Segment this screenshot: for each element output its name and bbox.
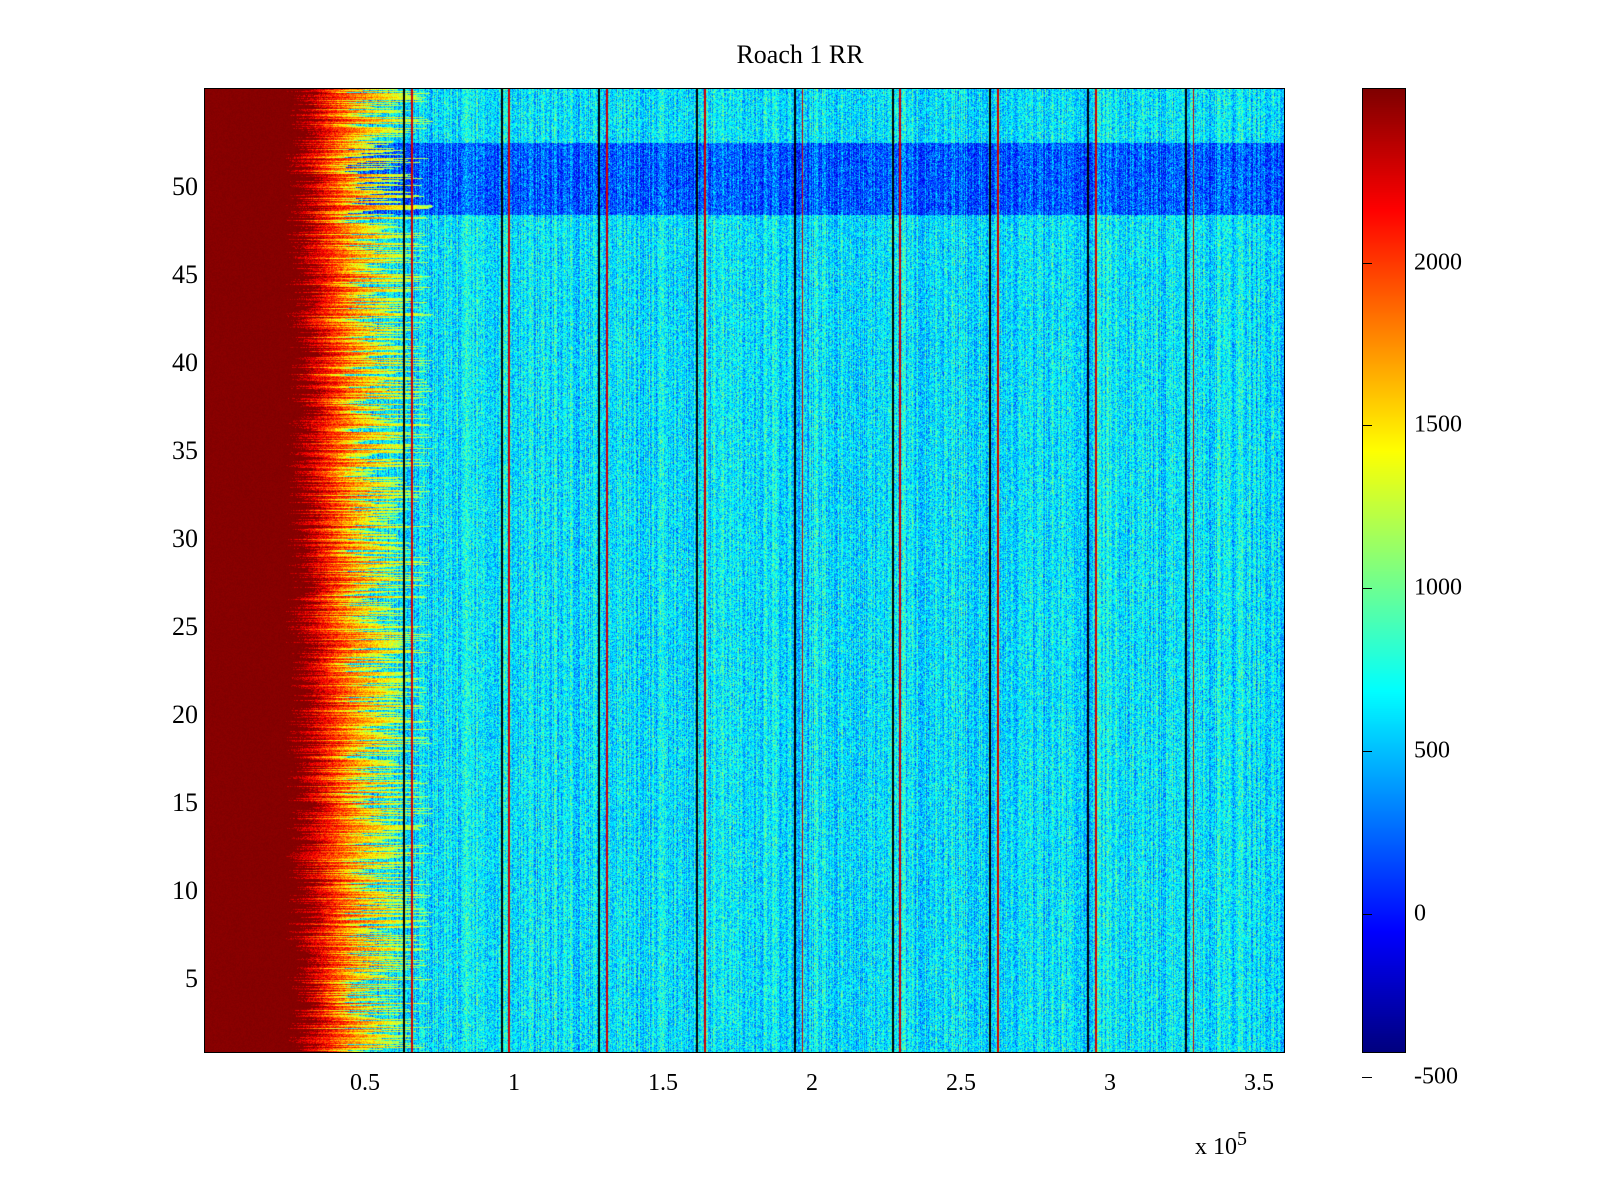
ytick-label-35: 35 [172,436,198,466]
colorbar-tick-1000: 1000 [1414,575,1462,602]
xtick-label-2: 2 [806,1070,818,1097]
xtick-label-0-5: 0.5 [350,1070,380,1097]
colorbar-tick-0: 0 [1414,901,1426,928]
ytick-label-25: 25 [172,612,198,642]
colorbar-tick-neg500: -500 [1414,1064,1458,1091]
ytick-label-10: 10 [172,876,198,906]
colorbar-tick-500: 500 [1414,738,1450,765]
xtick-label-1-5: 1.5 [648,1070,678,1097]
xtick-label-1: 1 [508,1070,520,1097]
heatmap-plot-area[interactable] [204,88,1285,1053]
chart-title: Roach 1 RR [0,40,1600,70]
colorbar-tick-2000: 2000 [1414,250,1462,277]
ytick-label-15: 15 [172,788,198,818]
xtick-label-3: 3 [1104,1070,1116,1097]
ytick-label-50: 50 [172,172,198,202]
x-axis-exponent-label: x 105 [1195,1128,1247,1161]
figure-root: Roach 1 RR 50 45 40 35 30 25 20 15 10 5 … [0,0,1600,1200]
ytick-label-45: 45 [172,260,198,290]
ytick-label-40: 40 [172,348,198,378]
colorbar-gradient[interactable] [1362,88,1406,1053]
heatmap-canvas[interactable] [205,89,1285,1053]
colorbar-tick-1500: 1500 [1414,412,1462,439]
xtick-label-3-5: 3.5 [1244,1070,1274,1097]
colorbar-container[interactable]: 2000 1500 1000 500 0 -500 -1000 [1362,88,1406,1053]
ytick-label-20: 20 [172,700,198,730]
ytick-label-30: 30 [172,524,198,554]
ytick-label-5: 5 [185,964,198,994]
xtick-label-2-5: 2.5 [946,1070,976,1097]
